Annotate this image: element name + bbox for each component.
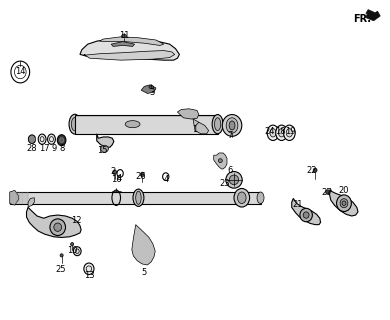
Polygon shape (75, 115, 218, 134)
Polygon shape (10, 192, 261, 204)
Ellipse shape (54, 223, 62, 231)
Polygon shape (330, 189, 358, 216)
Ellipse shape (71, 117, 78, 131)
Text: 19: 19 (285, 127, 296, 136)
Ellipse shape (222, 115, 242, 136)
Ellipse shape (38, 134, 46, 144)
Ellipse shape (69, 114, 81, 134)
Ellipse shape (133, 189, 144, 206)
Ellipse shape (73, 247, 81, 256)
Ellipse shape (276, 125, 287, 140)
Text: 13: 13 (83, 271, 94, 280)
Polygon shape (366, 10, 380, 21)
Polygon shape (27, 207, 81, 237)
Ellipse shape (50, 219, 66, 236)
Ellipse shape (313, 168, 317, 172)
Ellipse shape (60, 254, 63, 257)
Ellipse shape (340, 199, 348, 208)
Text: 2: 2 (110, 167, 116, 176)
Ellipse shape (300, 208, 312, 222)
Polygon shape (10, 190, 19, 205)
Text: 25: 25 (55, 265, 66, 274)
Ellipse shape (270, 129, 276, 137)
Text: 18: 18 (275, 127, 286, 136)
Text: 7: 7 (227, 132, 233, 140)
Text: 4: 4 (116, 174, 122, 183)
Ellipse shape (125, 121, 140, 128)
Ellipse shape (113, 170, 117, 174)
Ellipse shape (229, 175, 239, 185)
Polygon shape (111, 42, 135, 46)
Ellipse shape (122, 34, 126, 37)
Ellipse shape (337, 195, 351, 212)
Ellipse shape (71, 243, 74, 246)
Text: 27: 27 (321, 188, 332, 197)
Text: 3: 3 (149, 88, 155, 97)
Ellipse shape (84, 263, 94, 275)
Ellipse shape (229, 121, 235, 130)
Ellipse shape (234, 188, 250, 207)
Polygon shape (177, 109, 199, 119)
Text: 9: 9 (51, 144, 57, 153)
Ellipse shape (257, 192, 264, 204)
Polygon shape (214, 153, 227, 169)
Text: 16: 16 (111, 175, 122, 184)
Text: 12: 12 (71, 216, 81, 225)
Text: 15: 15 (97, 146, 107, 155)
Ellipse shape (342, 201, 346, 205)
Text: 8: 8 (60, 144, 65, 153)
Text: 4: 4 (163, 175, 168, 184)
Text: 26: 26 (136, 172, 147, 181)
Polygon shape (28, 198, 34, 207)
Ellipse shape (57, 135, 66, 146)
Polygon shape (97, 134, 114, 147)
Ellipse shape (140, 172, 144, 177)
Text: 11: 11 (120, 31, 130, 40)
Ellipse shape (238, 192, 246, 204)
Text: 24: 24 (265, 127, 275, 136)
Ellipse shape (48, 134, 55, 144)
Ellipse shape (149, 85, 154, 89)
Ellipse shape (101, 145, 108, 152)
Ellipse shape (212, 115, 223, 134)
Text: 22: 22 (307, 166, 317, 175)
Polygon shape (141, 85, 156, 93)
Text: FR.: FR. (353, 13, 371, 24)
Ellipse shape (303, 212, 309, 218)
Polygon shape (99, 37, 164, 45)
Text: 6: 6 (227, 166, 233, 175)
Ellipse shape (278, 129, 285, 137)
Text: 1: 1 (192, 125, 198, 134)
Polygon shape (80, 39, 179, 60)
Ellipse shape (215, 118, 221, 131)
Ellipse shape (60, 138, 64, 142)
Ellipse shape (226, 118, 238, 133)
Ellipse shape (226, 172, 242, 188)
Text: 5: 5 (142, 268, 147, 277)
Text: 10: 10 (67, 246, 77, 255)
Ellipse shape (218, 159, 222, 163)
Text: 14: 14 (15, 68, 25, 76)
Text: 23: 23 (219, 179, 230, 188)
Text: 21: 21 (292, 200, 302, 209)
Polygon shape (193, 119, 209, 134)
Polygon shape (132, 225, 155, 265)
Ellipse shape (286, 129, 292, 137)
Text: 20: 20 (339, 186, 349, 195)
Text: 28: 28 (27, 144, 37, 153)
Text: 17: 17 (39, 144, 50, 153)
Ellipse shape (136, 191, 141, 204)
Ellipse shape (284, 125, 295, 140)
Ellipse shape (267, 125, 279, 140)
Ellipse shape (326, 190, 330, 194)
Polygon shape (84, 51, 175, 60)
Ellipse shape (28, 135, 35, 143)
Polygon shape (292, 198, 321, 225)
